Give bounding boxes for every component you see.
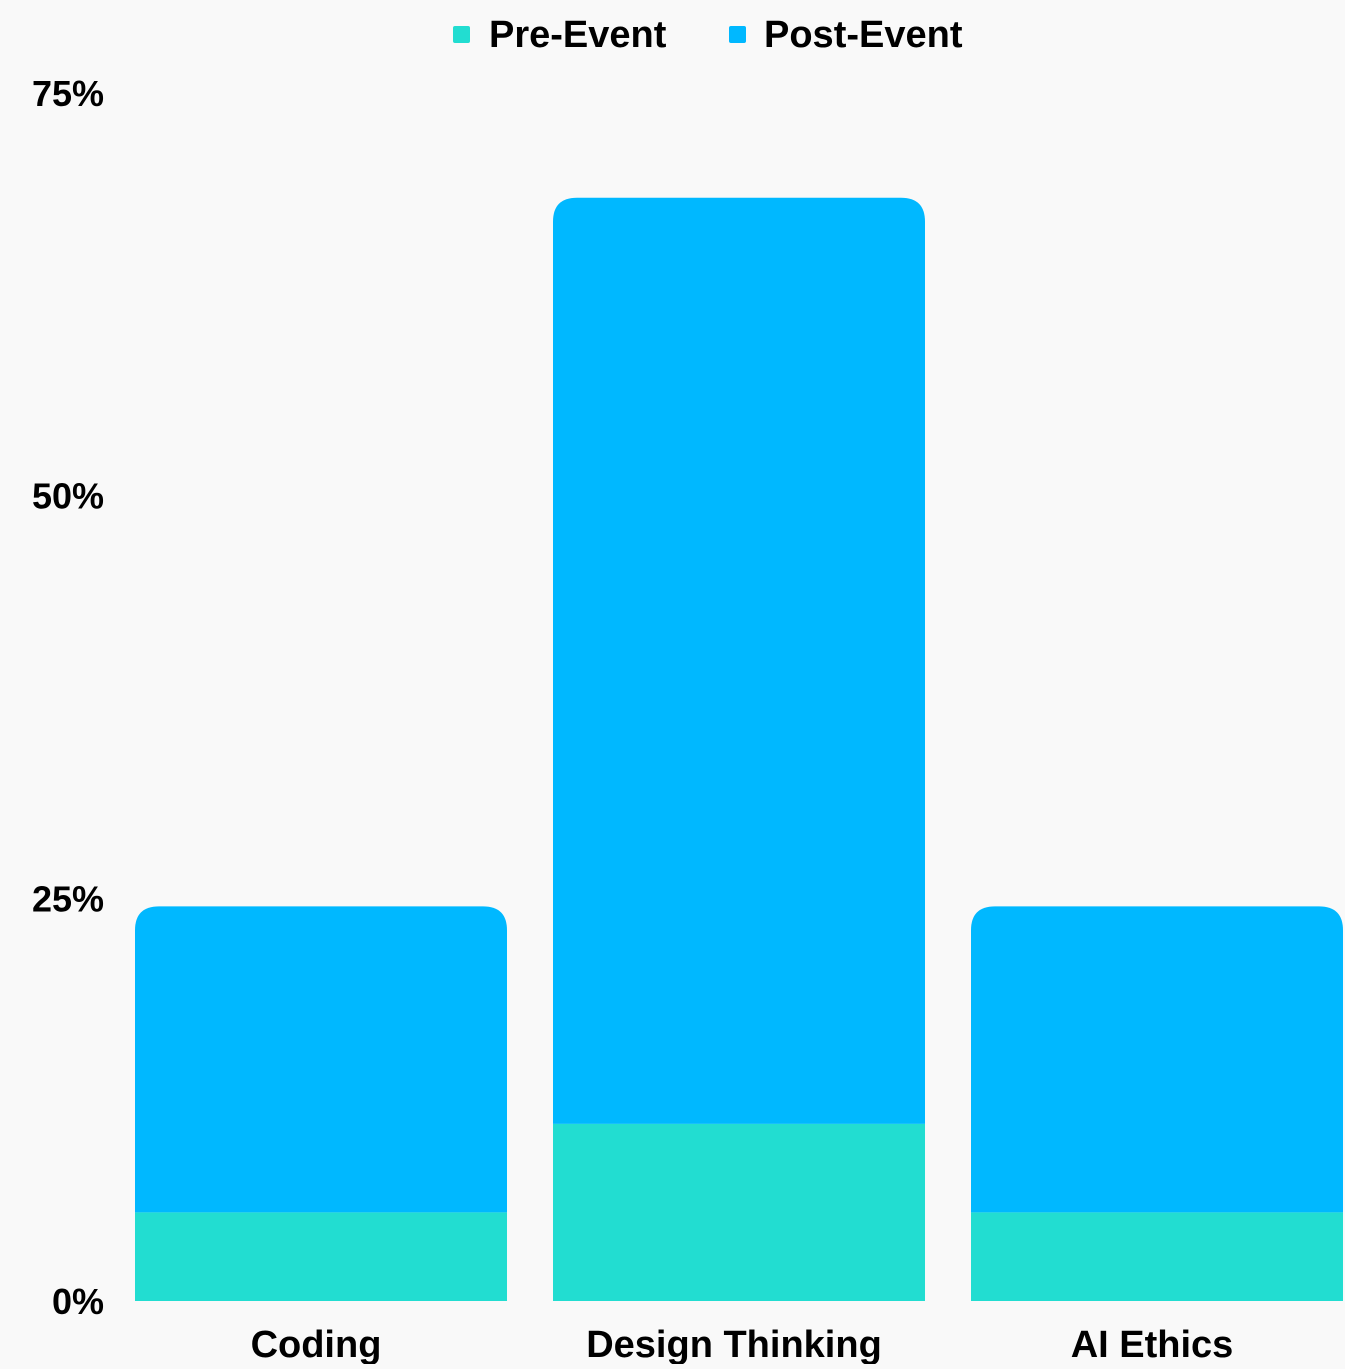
x-axis: Coding Design Thinking AI Ethics xyxy=(251,1324,1234,1366)
bar-segment-post-event-ai-ethics xyxy=(971,906,1343,1213)
legend-label: Post-Event xyxy=(764,14,963,56)
legend-swatch xyxy=(453,26,470,43)
y-tick-label: 50% xyxy=(32,476,104,517)
bar-segment-post-event-design-thinking xyxy=(553,197,925,1124)
x-tick-label: AI Ethics xyxy=(1071,1324,1234,1364)
bar-segment-pre-event-coding xyxy=(135,1212,507,1301)
bar-segment-pre-event-ai-ethics xyxy=(971,1212,1343,1301)
legend-swatch xyxy=(729,26,746,43)
y-tick-label: 25% xyxy=(32,878,104,919)
x-tick-label: Coding xyxy=(251,1324,382,1364)
plot-area xyxy=(135,197,1343,1301)
legend-item-post-event: Post-Event xyxy=(729,14,963,56)
bar-segment-post-event-coding xyxy=(135,906,507,1213)
legend: Pre-Event Post-Event xyxy=(453,14,963,56)
y-tick-label: 75% xyxy=(32,73,104,114)
legend-label: Pre-Event xyxy=(489,14,667,56)
y-tick-label: 0% xyxy=(52,1281,104,1322)
y-axis: 0% 25% 50% 75% xyxy=(32,73,104,1322)
legend-item-pre-event: Pre-Event xyxy=(453,14,667,56)
x-tick-label: Design Thinking xyxy=(586,1324,882,1364)
bar-segment-pre-event-design-thinking xyxy=(553,1123,925,1301)
